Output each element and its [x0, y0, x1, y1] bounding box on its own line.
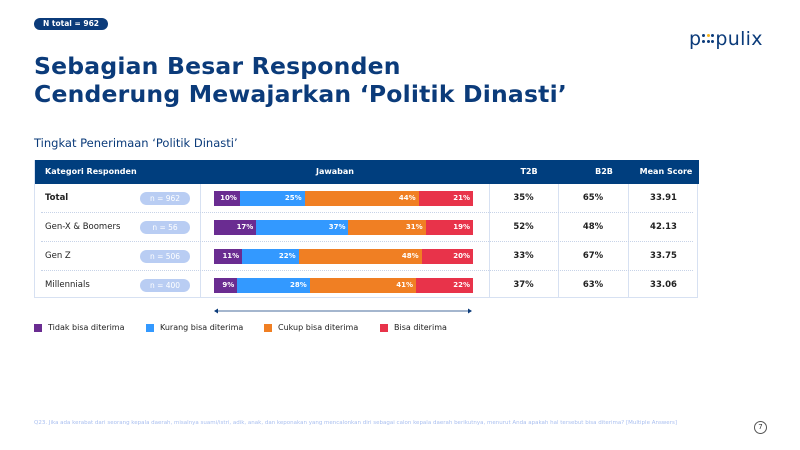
legend-swatch [380, 323, 388, 332]
bar-segment: 22% [242, 249, 299, 264]
sample-size-pill: n = 962 [140, 192, 190, 205]
row-divider [41, 241, 693, 242]
b2b-value: 65% [582, 193, 604, 203]
scale-arrow [214, 308, 472, 314]
legend-item: Tidak bisa diterima [34, 323, 125, 332]
row-divider [41, 270, 693, 271]
bar-segment: 21% [418, 191, 473, 206]
bar-segment: 31% [348, 220, 426, 235]
legend-label: Cukup bisa diterima [278, 323, 359, 332]
table-header: Kategori Responden Jawaban T2B B2B Mean … [35, 160, 699, 184]
title-line-2: Cenderung Mewajarkan ‘Politik Dinasti’ [34, 80, 567, 108]
row-category: Total [45, 193, 69, 203]
header-category: Kategori Responden [45, 167, 137, 176]
legend-label: Kurang bisa diterima [160, 323, 244, 332]
row-category: Gen-X & Boomers [45, 222, 121, 232]
legend-swatch [264, 323, 272, 332]
t2b-value: 52% [513, 222, 534, 232]
populix-logo: p pulix [689, 28, 763, 50]
legend-item: Bisa diterima [380, 323, 447, 332]
logo-text-end: pulix [715, 28, 763, 50]
column-divider [558, 184, 559, 297]
b2b-value: 48% [582, 222, 604, 232]
bar-segment: 44% [304, 191, 419, 206]
table-row: Gen Z n = 506 11% 22% 48% 20% 33% 67% 33.75 [35, 242, 699, 271]
stacked-bar: 10% 25% 44% 21% [214, 191, 473, 206]
table-row: Total n = 962 10% 25% 44% 21% 35% 65% 33.91 [35, 184, 699, 213]
sample-size-pill: n = 56 [140, 221, 190, 234]
bar-segment: 48% [298, 249, 422, 264]
mean-score-value: 33.91 [650, 193, 677, 203]
legend-label: Tidak bisa diterima [48, 323, 125, 332]
legend-swatch [146, 323, 154, 332]
header-mean: Mean Score [639, 167, 693, 176]
mean-score-value: 33.06 [650, 280, 677, 290]
row-category: Gen Z [45, 251, 71, 261]
title-line-1: Sebagian Besar Responden [34, 52, 401, 80]
n-total-badge: N total = 962 [34, 18, 109, 30]
mean-score-value: 42.13 [650, 222, 677, 232]
t2b-value: 37% [513, 280, 534, 290]
stacked-bar: 9% 28% 41% 22% [214, 278, 473, 293]
bar-segment: 28% [237, 278, 310, 293]
logo-dots-icon [702, 34, 715, 44]
mean-score-value: 33.75 [650, 251, 677, 261]
bar-segment: 9% [214, 278, 238, 293]
b2b-value: 67% [582, 251, 604, 261]
bar-segment: 17% [214, 220, 257, 235]
chart-subtitle: Tingkat Penerimaan ‘Politik Dinasti’ [34, 136, 238, 150]
sample-size-pill: n = 506 [140, 250, 190, 263]
table-row: Gen-X & Boomers n = 56 17% 37% 31% 19% 52% … [35, 213, 699, 242]
bar-segment: 20% [421, 249, 473, 264]
bar-segment: 22% [416, 278, 473, 293]
question-footnote: Q23. Jika ada kerabat dari seorang kepal… [34, 420, 677, 426]
stacked-bar: 17% 37% 31% 19% [214, 220, 473, 235]
t2b-value: 35% [513, 193, 534, 203]
results-table: Kategori Responden Jawaban T2B B2B Mean … [34, 160, 699, 300]
legend-item: Kurang bisa diterima [146, 323, 243, 332]
t2b-value: 33% [513, 251, 534, 261]
b2b-value: 63% [582, 280, 604, 290]
page-title: Sebagian Besar Responden Cenderung Mewaj… [34, 52, 567, 108]
header-answer: Jawaban [316, 167, 354, 176]
bar-segment: 11% [214, 249, 243, 264]
bar-segment: 25% [239, 191, 305, 206]
bar-segment: 41% [309, 278, 416, 293]
logo-text-start: p [689, 28, 702, 50]
bar-segment: 37% [256, 220, 349, 235]
legend-item: Cukup bisa diterima [264, 323, 358, 332]
page-number: 7 [754, 421, 767, 434]
row-category: Millennials [45, 280, 90, 290]
header-b2b: B2B [595, 167, 613, 176]
sample-size-pill: n = 400 [140, 279, 190, 292]
bar-segment: 19% [425, 220, 473, 235]
legend-swatch [34, 323, 42, 332]
stacked-bar: 11% 22% 48% 20% [214, 249, 473, 264]
legend-label: Bisa diterima [394, 323, 447, 332]
column-divider [200, 184, 201, 297]
row-divider [41, 212, 693, 213]
table-row: Millennials n = 400 9% 28% 41% 22% 37% 63% … [35, 271, 699, 300]
bar-segment: 10% [214, 191, 240, 206]
column-divider [628, 184, 629, 297]
column-divider [489, 184, 490, 297]
header-t2b: T2B [520, 167, 538, 176]
